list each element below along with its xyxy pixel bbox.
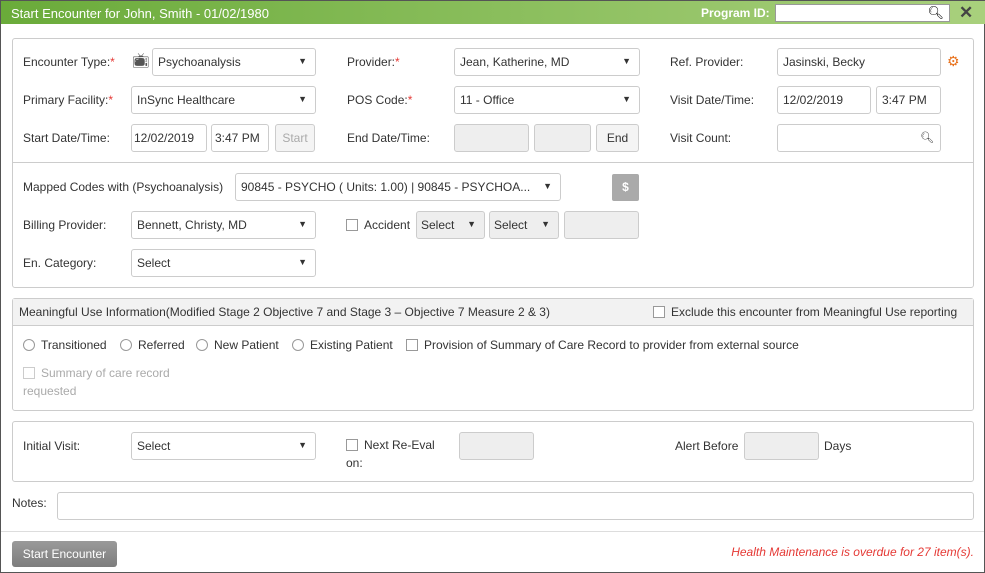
notes-label: Notes: — [12, 496, 47, 510]
summary-requested-checkbox[interactable] — [23, 367, 35, 379]
radio-label: Existing Patient — [310, 338, 393, 352]
ref-provider-input[interactable]: Jasinski, Becky — [777, 48, 941, 76]
divider — [1, 531, 984, 532]
provider-select[interactable]: Jean, Katherine, MD ▼ — [454, 48, 640, 76]
close-icon[interactable]: ✕ — [959, 3, 974, 22]
visit-datetime-label: Visit Date/Time: — [670, 93, 755, 107]
accident-select-2[interactable]: Select ▼ — [489, 211, 559, 239]
provider-label: Provider:* — [347, 55, 400, 69]
program-id-label: Program ID: — [701, 6, 770, 20]
initial-visit-label: Initial Visit: — [23, 439, 81, 453]
mapped-codes-select[interactable]: 90845 - PSYCHO ( Units: 1.00) | 90845 - … — [235, 173, 561, 201]
accident-input[interactable] — [564, 211, 639, 239]
radio-label: Referred — [138, 338, 185, 352]
days-label: Days — [824, 439, 852, 453]
visit-time-input[interactable]: 3:47 PM — [876, 86, 941, 114]
program-id-input[interactable]: 🔍︎ — [775, 4, 950, 22]
provision-checkbox[interactable] — [406, 339, 418, 351]
billing-provider-label: Billing Provider: — [23, 218, 107, 232]
gear-icon[interactable]: ⚙ — [947, 53, 960, 69]
search-icon[interactable]: 🔍︎ — [927, 5, 944, 20]
notes-input[interactable] — [57, 492, 974, 520]
summary-label-2: requested — [23, 384, 77, 398]
ref-provider-label: Ref. Provider: — [670, 55, 744, 69]
encounter-section — [12, 38, 974, 288]
radio-new-patient[interactable] — [196, 339, 208, 351]
accident-label: Accident — [364, 218, 411, 232]
end-datetime-label: End Date/Time: — [347, 131, 430, 145]
category-label: En. Category: — [23, 256, 97, 270]
divider — [12, 162, 974, 163]
exclude-checkbox[interactable] — [653, 306, 665, 318]
start-encounter-button[interactable]: Start Encounter — [12, 541, 117, 567]
next-reeval-input[interactable] — [459, 432, 534, 460]
visit-count-input[interactable]: 🔍︎ — [777, 124, 941, 152]
exclude-label: Exclude this encounter from Meaningful U… — [671, 305, 958, 319]
primary-facility-label: Primary Facility:* — [23, 93, 114, 107]
radio-label: Transitioned — [41, 338, 107, 352]
start-date-input[interactable]: 12/02/2019 — [131, 124, 207, 152]
meaningful-use-section — [12, 298, 974, 411]
meaningful-use-header: Meaningful Use Information(Modified Stag… — [13, 299, 973, 326]
primary-facility-select[interactable]: InSync Healthcare ▼ — [131, 86, 316, 114]
start-time-input[interactable]: 3:47 PM — [211, 124, 269, 152]
dialog-header: Start Encounter for John, Smith - 01/02/… — [1, 1, 985, 24]
summary-label: Summary of care record — [41, 366, 170, 380]
initial-visit-select[interactable]: Select ▼ — [131, 432, 316, 460]
meaningful-use-title: Meaningful Use Information(Modified Stag… — [19, 305, 550, 319]
pos-code-label: POS Code:* — [347, 93, 413, 107]
next-reeval-checkbox[interactable] — [346, 439, 358, 451]
health-maintenance-warning[interactable]: Health Maintenance is overdue for 27 ite… — [731, 545, 974, 559]
next-reeval-label-2: on: — [346, 456, 363, 470]
radio-transitioned[interactable] — [23, 339, 35, 351]
search-icon[interactable]: 🔍︎ — [920, 132, 934, 144]
next-reeval-label: Next Re-Eval — [364, 438, 435, 452]
pos-code-select[interactable]: 11 - Office ▼ — [454, 86, 640, 114]
fee-button[interactable]: $ — [612, 174, 639, 201]
end-time-input[interactable] — [534, 124, 591, 152]
dialog-title: Start Encounter for John, Smith - 01/02/… — [11, 6, 269, 21]
radio-referred[interactable] — [120, 339, 132, 351]
provision-label: Provision of Summary of Care Record to p… — [424, 338, 799, 352]
billing-provider-select[interactable]: Bennett, Christy, MD ▼ — [131, 211, 316, 239]
mapped-codes-label: Mapped Codes with (Psychoanalysis) — [23, 180, 224, 194]
visit-section — [12, 421, 974, 482]
accident-select-1[interactable]: Select ▼ — [416, 211, 485, 239]
encounter-type-select[interactable]: Psychoanalysis ▼ — [152, 48, 316, 76]
visit-date-input[interactable]: 12/02/2019 — [777, 86, 871, 114]
category-select[interactable]: Select ▼ — [131, 249, 316, 277]
tv-icon[interactable]: 📺︎ — [132, 52, 150, 68]
start-datetime-label: Start Date/Time: — [23, 131, 110, 145]
alert-before-label: Alert Before — [675, 439, 739, 453]
alert-days-input[interactable] — [744, 432, 819, 460]
visit-count-label: Visit Count: — [670, 131, 732, 145]
radio-label: New Patient — [214, 338, 279, 352]
accident-checkbox[interactable] — [346, 219, 358, 231]
encounter-type-label: Encounter Type:* — [23, 55, 115, 69]
start-button[interactable]: Start — [275, 124, 315, 152]
end-date-input[interactable] — [454, 124, 529, 152]
end-button[interactable]: End — [596, 124, 639, 152]
radio-existing-patient[interactable] — [292, 339, 304, 351]
